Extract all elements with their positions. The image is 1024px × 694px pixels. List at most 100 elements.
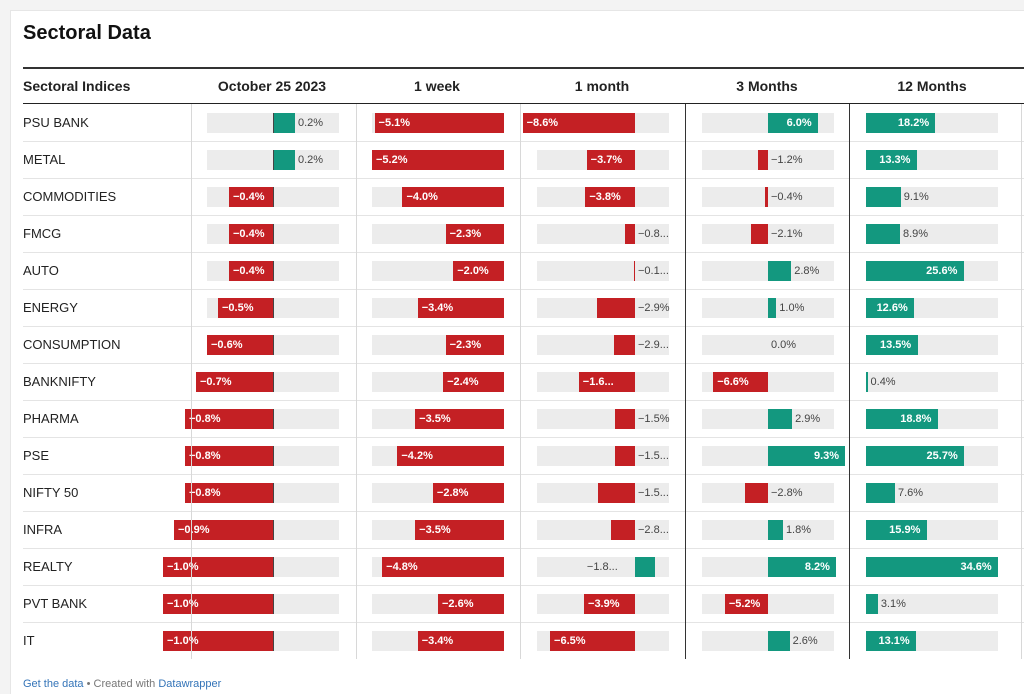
row-separator bbox=[23, 585, 1024, 586]
data-bar bbox=[443, 372, 504, 392]
get-data-link[interactable]: Get the data bbox=[23, 678, 84, 690]
data-bar bbox=[163, 557, 273, 577]
data-bar bbox=[768, 298, 777, 318]
value-label: 2.6% bbox=[792, 635, 818, 647]
data-bar bbox=[229, 261, 273, 281]
value-label: −6.6% bbox=[717, 376, 749, 388]
row-label: CONSUMPTION bbox=[23, 337, 121, 352]
cell-background bbox=[537, 520, 669, 540]
data-bar bbox=[273, 150, 295, 170]
data-bar bbox=[382, 557, 504, 577]
data-bar bbox=[866, 298, 915, 318]
data-bar bbox=[866, 187, 901, 207]
data-bar bbox=[578, 372, 635, 392]
data-bar bbox=[402, 187, 504, 207]
row-separator bbox=[23, 474, 1024, 475]
value-label: −1.6... bbox=[582, 376, 614, 388]
value-label: 13.5% bbox=[880, 339, 912, 351]
data-bar bbox=[445, 224, 504, 244]
value-label: 9.1% bbox=[903, 191, 929, 203]
data-bar bbox=[764, 187, 768, 207]
row-separator bbox=[23, 252, 1024, 253]
cell-background bbox=[537, 335, 669, 355]
value-label: −3.5% bbox=[419, 524, 451, 536]
row-label: PSE bbox=[23, 448, 50, 463]
data-bar bbox=[768, 520, 783, 540]
value-label: −3.4% bbox=[421, 635, 454, 647]
row-separator bbox=[23, 511, 1024, 512]
value-label: 18.8% bbox=[900, 413, 932, 425]
value-label: −1.2% bbox=[771, 154, 803, 166]
value-label: −1.5... bbox=[638, 450, 669, 462]
value-label: −2.1% bbox=[771, 228, 803, 240]
data-bar bbox=[768, 446, 846, 466]
data-bar bbox=[633, 261, 635, 281]
cell-background bbox=[537, 409, 669, 429]
zero-line bbox=[273, 150, 274, 170]
row-separator bbox=[23, 215, 1024, 216]
cell-background bbox=[702, 335, 834, 355]
data-bar bbox=[196, 372, 273, 392]
data-bar bbox=[866, 113, 936, 133]
value-label: 34.6% bbox=[960, 561, 992, 573]
row-separator bbox=[23, 141, 1024, 142]
value-label: −0.6% bbox=[211, 339, 243, 351]
value-label: 0.0% bbox=[771, 339, 797, 351]
data-bar bbox=[866, 335, 918, 355]
data-bar bbox=[438, 594, 504, 614]
data-bar bbox=[185, 409, 273, 429]
value-label: −1.5... bbox=[638, 487, 669, 499]
datawrapper-link[interactable]: Datawrapper bbox=[158, 678, 222, 690]
row-label: IT bbox=[23, 633, 35, 648]
value-label: −1.5% bbox=[638, 413, 670, 425]
data-bar bbox=[614, 335, 635, 355]
column-header: October 25 2023 bbox=[217, 78, 327, 94]
data-bar bbox=[768, 557, 837, 577]
value-label: 1.0% bbox=[779, 302, 805, 314]
data-bar bbox=[750, 224, 768, 244]
value-label: −3.5% bbox=[419, 413, 451, 425]
value-label: −0.8% bbox=[189, 413, 221, 425]
value-label: 12.6% bbox=[876, 302, 908, 314]
value-label: −3.4% bbox=[421, 302, 454, 314]
data-bar bbox=[374, 113, 504, 133]
data-bar bbox=[624, 224, 635, 244]
value-label: −0.4% bbox=[233, 265, 265, 277]
cell-background bbox=[866, 483, 998, 503]
value-label: −2.3% bbox=[449, 228, 482, 240]
zero-line bbox=[273, 224, 274, 244]
zero-line bbox=[273, 113, 274, 133]
column-divider bbox=[356, 104, 357, 659]
data-bar bbox=[768, 261, 792, 281]
data-bar bbox=[417, 631, 504, 651]
column-header: 1 month bbox=[574, 78, 630, 94]
row-separator bbox=[23, 400, 1024, 401]
column-divider bbox=[520, 104, 521, 659]
value-label: −3.8% bbox=[589, 191, 621, 203]
value-label: −6.5% bbox=[554, 635, 586, 647]
data-bar bbox=[415, 520, 504, 540]
row-label: PHARMA bbox=[23, 411, 79, 426]
value-label: −1.0% bbox=[167, 635, 199, 647]
column-divider bbox=[685, 104, 686, 659]
footer: Get the data • Created with Datawrapper bbox=[23, 678, 221, 690]
row-label: AUTO bbox=[23, 263, 59, 278]
value-label: −0.4% bbox=[233, 228, 265, 240]
row-label: BANKNIFTY bbox=[23, 374, 96, 389]
zero-line bbox=[273, 631, 274, 651]
data-bar bbox=[768, 631, 790, 651]
header-top-rule bbox=[23, 67, 1024, 69]
data-bar bbox=[445, 335, 504, 355]
chart-title: Sectoral Data bbox=[23, 22, 151, 44]
cell-background bbox=[702, 594, 834, 614]
data-bar bbox=[229, 224, 273, 244]
data-bar bbox=[866, 631, 916, 651]
data-bar bbox=[185, 483, 273, 503]
value-label: −1.0% bbox=[167, 598, 199, 610]
data-bar bbox=[207, 335, 273, 355]
value-label: 8.9% bbox=[902, 228, 929, 240]
data-bar bbox=[550, 631, 635, 651]
data-bar bbox=[417, 298, 504, 318]
value-label: 2.8% bbox=[794, 265, 820, 277]
data-bar bbox=[586, 150, 635, 170]
